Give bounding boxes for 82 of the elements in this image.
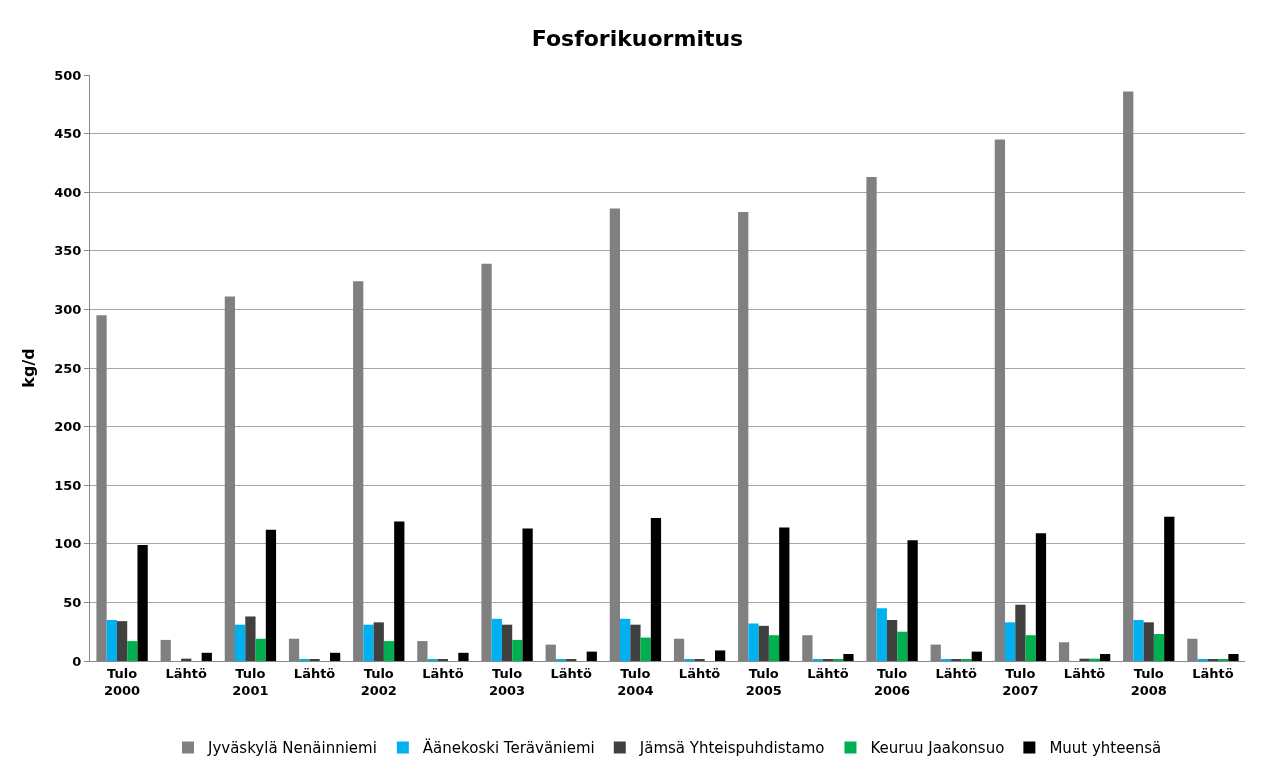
x-tick-label: Tulo 2004 [617,665,654,698]
bar [1228,653,1239,661]
legend-label: Muut yhteensä [1049,739,1162,758]
bar [586,651,597,661]
bar [458,652,469,661]
legend-label: Jämsä Yhteispuhdistamo [638,739,825,758]
x-tick-label: Lähtö [293,665,336,681]
bar [843,653,854,661]
legend-label: Keuruu Jaakonsuo [870,739,1005,758]
legend-label: Jyväskylä Nenäinniemi [207,739,377,758]
bar [137,544,148,661]
bar [1153,634,1165,661]
bar [265,529,277,661]
bar [748,623,759,661]
x-tick-label: Tulo 2003 [488,665,526,698]
chart-title: Fosforikuormitus [531,26,744,52]
x-tick-label: Lähtö [935,665,978,681]
x-tick-label: Tulo 2006 [873,665,911,698]
x-tick-label: Tulo 2001 [232,665,269,698]
bar [907,540,918,661]
x-tick-label: Tulo 2002 [360,665,397,698]
y-tick-label: 300 [54,301,82,317]
bar [620,618,631,661]
y-tick-label: 150 [54,477,82,493]
bar [255,638,266,661]
x-tick-label: Lähtö [1063,665,1106,681]
y-axis-title: kg/d [19,348,39,388]
bar [1035,533,1047,661]
bar [779,527,790,661]
bar [394,521,405,661]
x-tick-label: Lähtö [165,665,208,681]
bar [1025,635,1036,661]
bar [235,624,246,661]
y-tick-label: 100 [54,536,82,552]
bar [1079,658,1090,661]
x-tick-label: Tulo 2000 [103,665,141,698]
bar [1143,622,1154,661]
bar [971,651,982,661]
bar [897,631,908,661]
bar [1099,653,1111,661]
bar [1164,516,1175,661]
bar [650,518,662,661]
bar [522,528,533,661]
y-tick-label: 400 [54,184,82,200]
bar [373,622,384,661]
bar [714,650,726,661]
bar [491,618,502,661]
y-tick-label: 450 [54,126,82,142]
bar [758,625,769,661]
x-tick-label: Lähtö [807,665,849,681]
bar [127,641,138,661]
bar [363,624,374,661]
y-tick-label: 0 [72,653,82,669]
bar [886,619,898,661]
bar [329,652,341,661]
x-tick-label: Tulo 2007 [1002,665,1039,698]
bar [1133,619,1144,661]
bar [1015,604,1026,661]
bar [106,619,117,661]
bar [876,608,887,661]
x-tick-label: Lähtö [1192,665,1234,681]
bar [245,616,256,661]
x-tick-label: Tulo 2008 [1130,665,1167,698]
bar [501,624,513,661]
x-tick-label: Tulo 2005 [745,665,782,698]
x-tick-label: Lähtö [550,665,593,681]
bar [512,639,523,661]
bar [383,641,395,661]
bar [640,637,651,661]
bar [630,624,641,661]
y-tick-label: 250 [54,360,82,376]
y-tick-label: 500 [54,67,82,83]
legend-label: Äänekoski Teräväniemi [422,738,595,758]
x-tick-label: Lähtö [422,665,464,681]
bar [201,652,212,661]
bar [116,621,128,661]
y-tick-label: 350 [54,243,82,259]
x-tick-label: Lähtö [678,665,721,681]
bar [1005,622,1016,661]
y-tick-label: 200 [54,419,82,435]
y-tick-label: 50 [63,594,82,610]
bar [768,635,780,661]
